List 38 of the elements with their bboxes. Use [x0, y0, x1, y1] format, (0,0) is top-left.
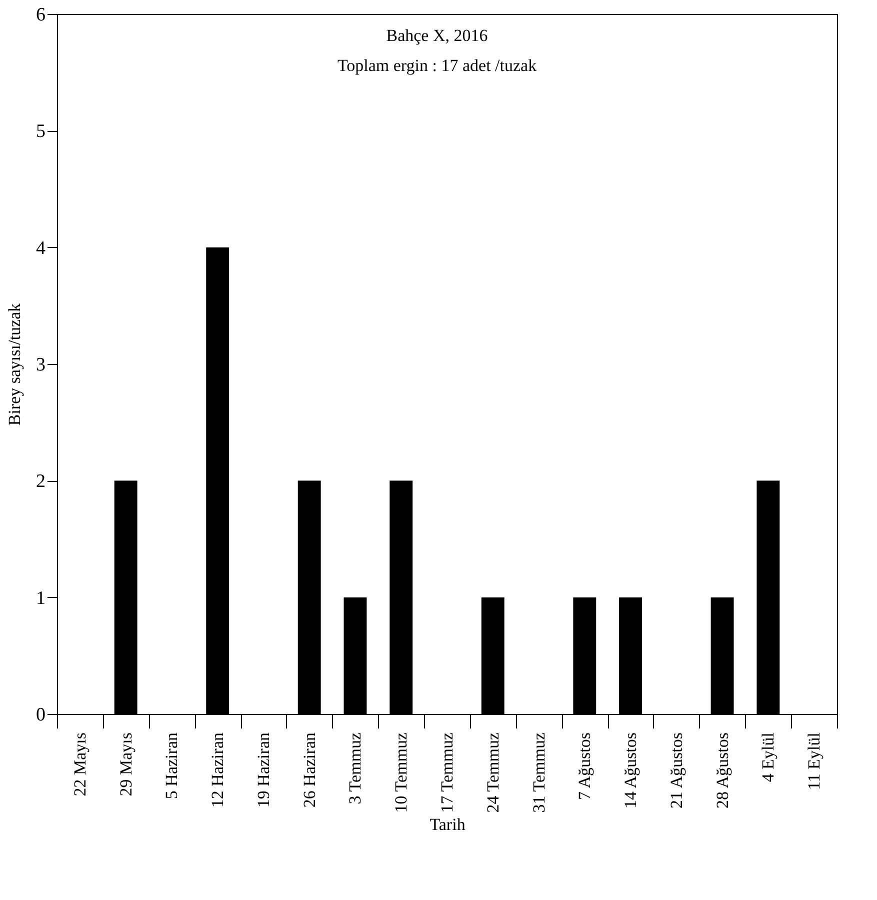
bar: [573, 597, 596, 714]
y-tick-label: 5: [36, 121, 46, 142]
text: Toplam ergin : 17 adet /tuzak: [337, 56, 538, 75]
y-axis-title: Birey sayısı/tuzak: [5, 302, 24, 426]
y-tick-label: 2: [36, 471, 46, 492]
bar: [390, 480, 413, 714]
x-tick-label: 11 Eylül: [804, 732, 824, 790]
x-tick-label: 14 Ağustos: [621, 732, 640, 809]
y-tick-label: 3: [36, 354, 46, 376]
x-tick-label: 10 Temmuz: [392, 732, 411, 813]
x-tick-label: 12 Haziran: [208, 732, 228, 808]
x-tick-label: 21 Ağustos: [666, 732, 686, 809]
x-tick-label: 22 Mayıs: [70, 732, 90, 796]
x-tick-label: 31 Temmuz: [529, 732, 548, 813]
bar: [710, 597, 734, 714]
bar: [756, 480, 780, 714]
x-axis-title: Tarih: [430, 814, 466, 834]
x-tick-label: 4 Eylül: [758, 732, 778, 782]
x-tick-label: 17 Temmuz: [438, 732, 456, 813]
x-tick-label: 24 Temmuz: [483, 732, 502, 813]
y-tick-label: 1: [36, 588, 46, 609]
bar: [114, 480, 138, 714]
bar: [344, 597, 367, 714]
bar: [481, 597, 504, 714]
x-tick-label: 19 Haziran: [254, 732, 273, 808]
x-tick-label: 26 Haziran: [300, 732, 319, 808]
bar: [619, 597, 642, 714]
bar: [206, 247, 230, 714]
x-tick-label: 5 Haziran: [162, 732, 182, 800]
x-tick-label: 7 Ağustos: [575, 732, 594, 800]
y-tick-label: 0: [36, 704, 46, 726]
x-tick-label: 28 Ağustos: [712, 732, 732, 809]
y-tick-label: 6: [36, 4, 46, 26]
x-tick-label: 29 Mayıs: [116, 732, 136, 796]
y-tick-label: 4: [36, 238, 46, 259]
bar: [298, 480, 321, 714]
text: Bahçe X, 2016: [386, 26, 488, 45]
x-tick-label: 3 Temmuz: [346, 732, 365, 804]
